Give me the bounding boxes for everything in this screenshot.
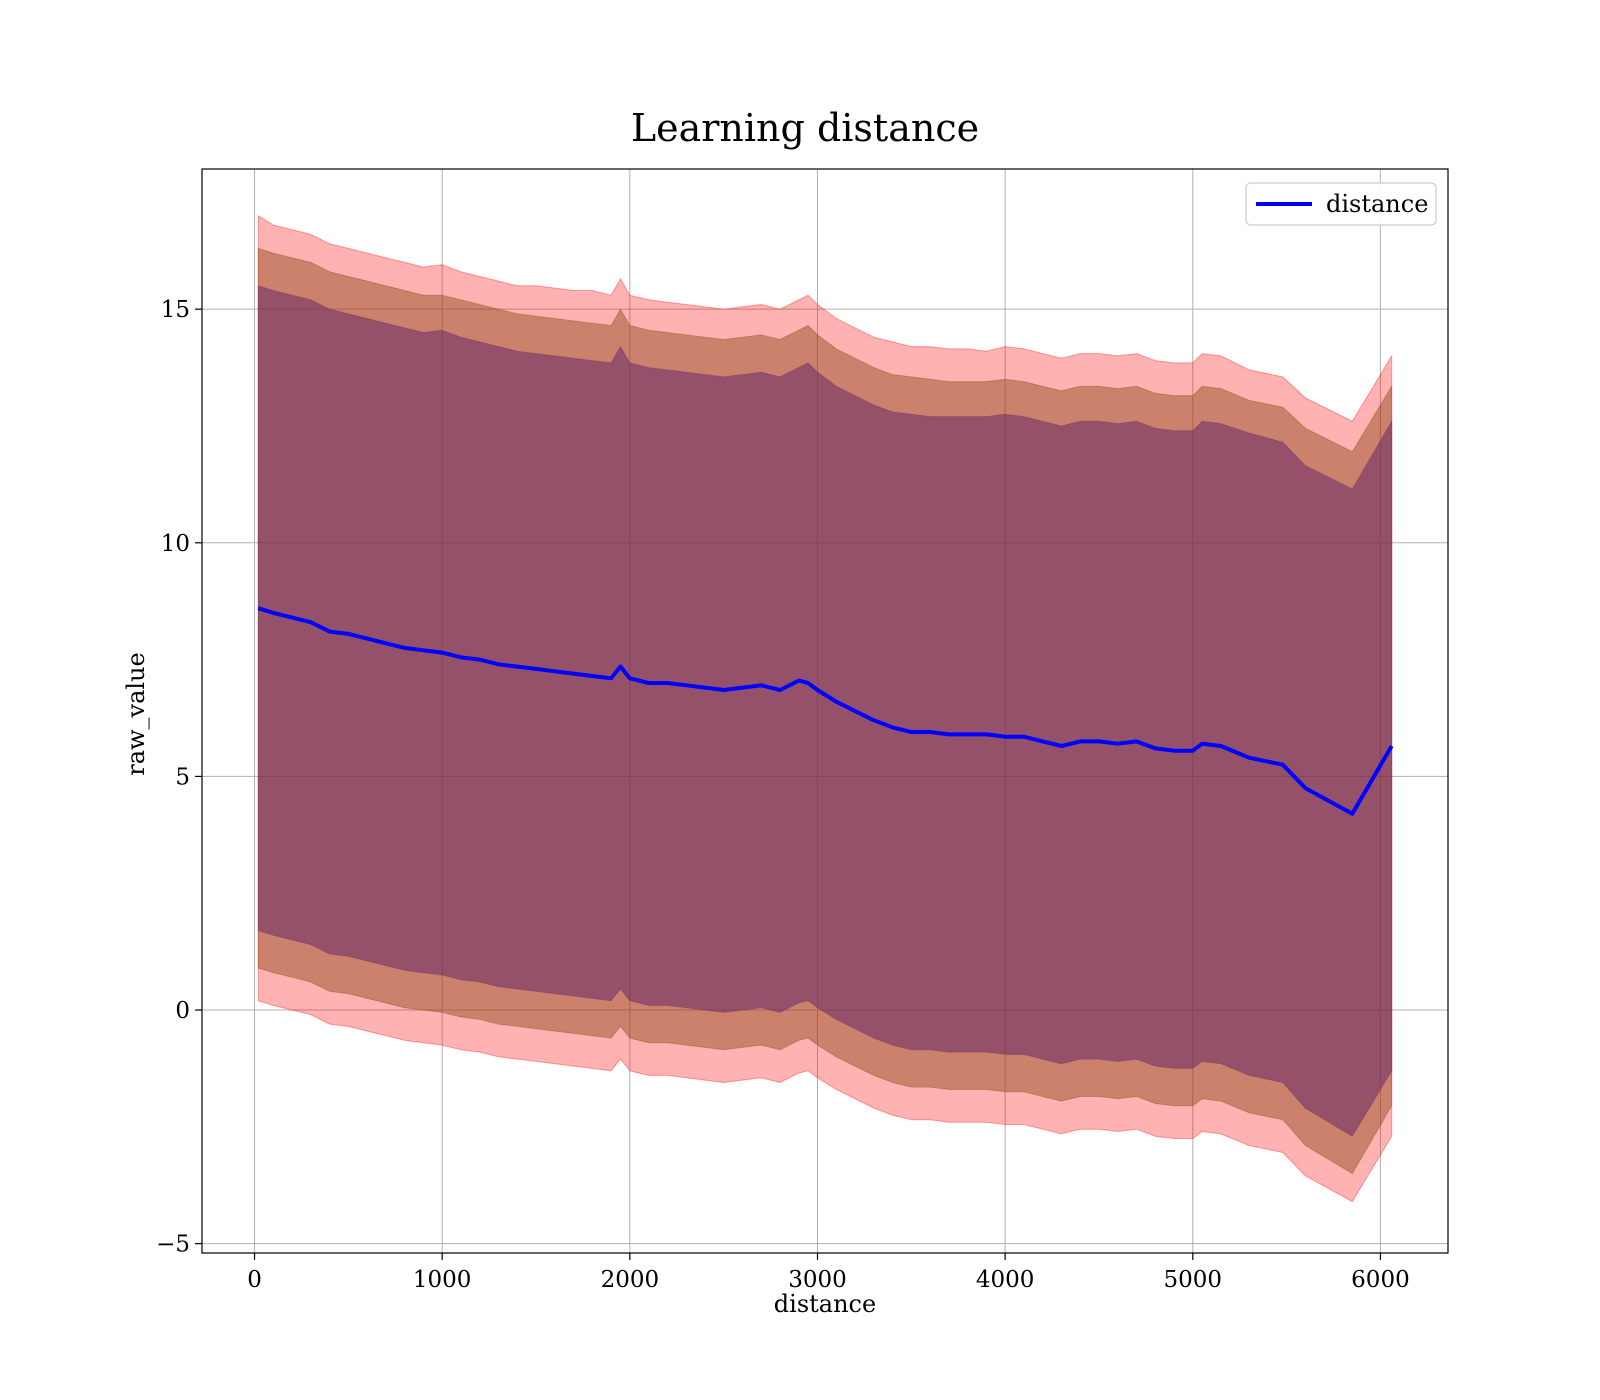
x-tick-label: 5000 xyxy=(1164,1267,1223,1293)
x-tick-label: 3000 xyxy=(788,1267,847,1293)
series-line-distance xyxy=(257,606,1394,816)
axes-frame xyxy=(201,168,1449,1254)
x-axis-label: distance xyxy=(774,1290,876,1318)
x-tick-label: 4000 xyxy=(976,1267,1035,1293)
legend-box xyxy=(1245,182,1437,226)
y-tick-label: 5 xyxy=(175,764,190,790)
y-tick-label: 15 xyxy=(161,297,190,323)
chart-title: Learning distance xyxy=(631,106,979,150)
band-inner xyxy=(257,285,1393,1137)
plot-area: 0 1000 2000 3000 4000 5000 6000 −5 0 5 10 15 distanc… xyxy=(156,168,1449,1293)
y-tick-label: −5 xyxy=(156,1232,190,1258)
x-tick-label: 1000 xyxy=(413,1267,472,1293)
legend-label: distance xyxy=(1326,190,1428,218)
x-tick-label: 0 xyxy=(247,1267,262,1293)
y-axis-label: raw_value xyxy=(122,652,150,776)
y-tick-label: 0 xyxy=(175,998,190,1024)
x-tick-label: 6000 xyxy=(1351,1267,1410,1293)
x-tick-label: 2000 xyxy=(601,1267,660,1293)
y-tick-label: 10 xyxy=(161,531,190,557)
